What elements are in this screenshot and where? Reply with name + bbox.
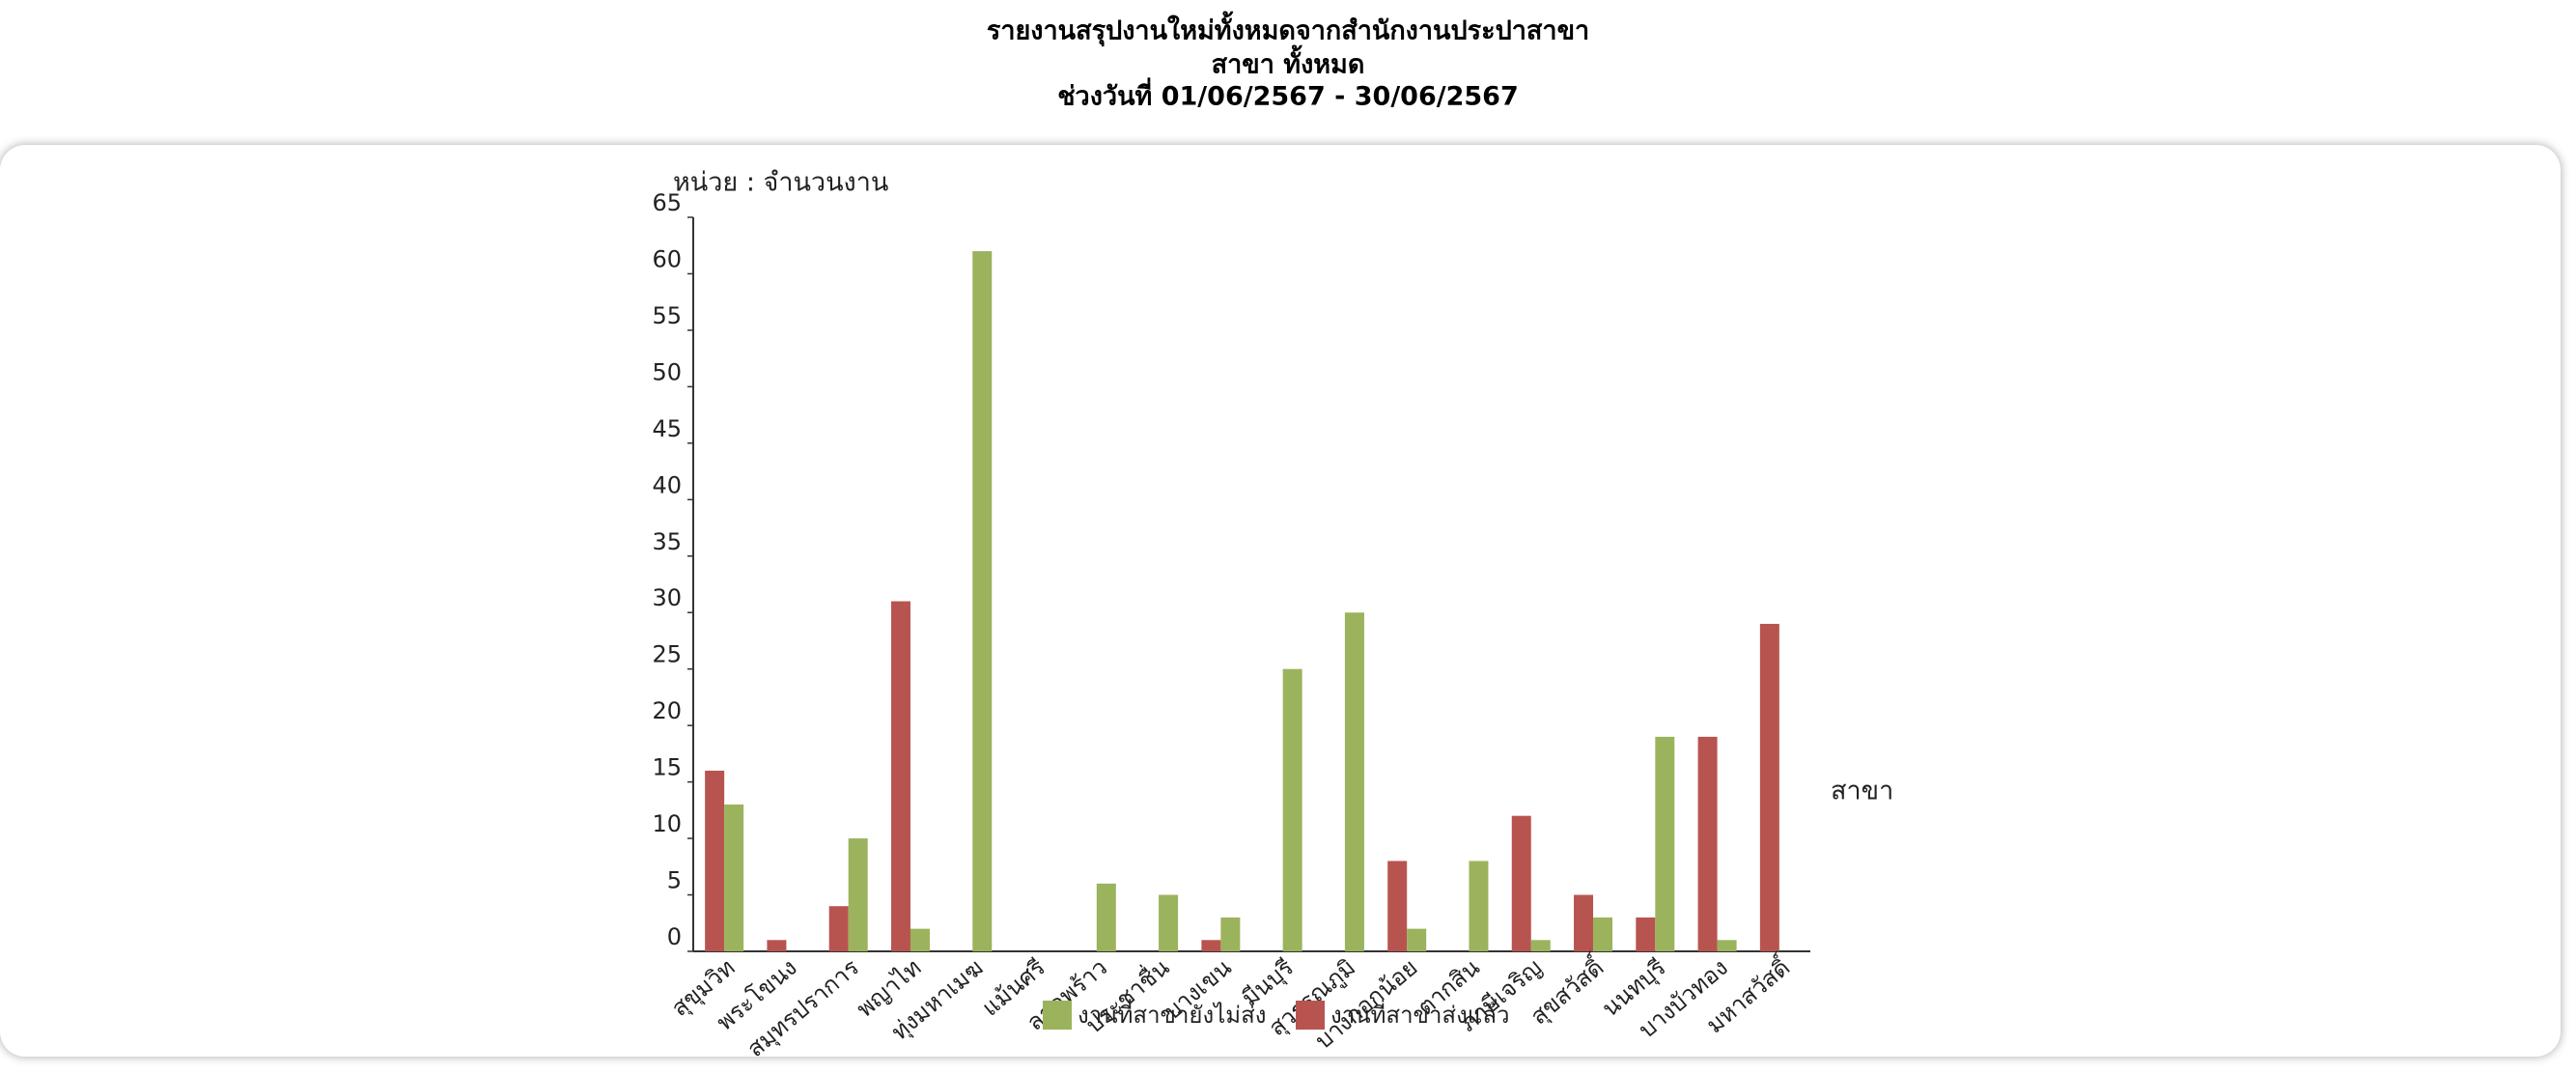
chart-card (0, 145, 2561, 1057)
legend-label: งานที่สาขายังไม่ส่ง (1078, 999, 1266, 1029)
bar (1387, 861, 1408, 951)
y-tick-label: 10 (652, 810, 682, 837)
x-axis-label: สาขา (1831, 777, 1893, 806)
bar (1593, 917, 1613, 951)
bar (767, 940, 787, 951)
y-tick-label: 0 (667, 923, 682, 950)
bar (972, 251, 993, 952)
bar (910, 928, 930, 951)
chart-title: รายงานสรุปงานใหม่ทั้งหมดจากสำนักงานประปา… (987, 11, 1589, 47)
bar (890, 601, 910, 951)
bar (1759, 623, 1779, 951)
y-tick-label: 50 (652, 358, 682, 385)
bar (1159, 894, 1179, 951)
y-tick-label: 45 (652, 415, 682, 442)
bar (1655, 736, 1675, 951)
y-tick-label: 60 (652, 245, 682, 272)
y-tick-label: 65 (652, 189, 682, 216)
y-tick-label: 30 (652, 584, 682, 611)
bar (1697, 736, 1718, 951)
y-tick-label: 35 (652, 528, 682, 555)
bar (1407, 928, 1427, 951)
y-axis-label: หน่วย : จำนวนงาน (673, 168, 888, 198)
bar (1636, 917, 1656, 951)
legend-swatch (1043, 1001, 1072, 1030)
date-range: ช่วงวันที่ 01/06/2567 - 30/06/2567 (1057, 77, 1519, 112)
bar (828, 906, 849, 951)
bar (1530, 940, 1551, 951)
bar (1282, 668, 1302, 951)
bar (848, 838, 868, 951)
y-tick-label: 15 (652, 754, 682, 781)
bar (1201, 940, 1221, 951)
bar (724, 805, 744, 951)
y-tick-label: 40 (652, 471, 682, 498)
bar (1511, 815, 1531, 951)
y-tick-label: 55 (652, 302, 682, 329)
bar (1220, 917, 1241, 951)
y-tick-label: 20 (652, 697, 682, 724)
bar (705, 770, 725, 951)
bar (1344, 612, 1364, 951)
y-tick-label: 25 (652, 641, 682, 668)
bar (1717, 940, 1737, 951)
x-tick-label: สุขสวัสดิ์ (1523, 949, 1611, 1031)
bar (1096, 883, 1116, 951)
bar (1574, 894, 1594, 951)
y-tick-label: 5 (667, 867, 682, 894)
legend-swatch (1296, 1001, 1325, 1030)
chart-subtitle: สาขา ทั้งหมด (1212, 44, 1365, 80)
bar (1469, 861, 1489, 951)
legend-label: งานที่สาขาส่งแล้ว (1330, 999, 1509, 1029)
